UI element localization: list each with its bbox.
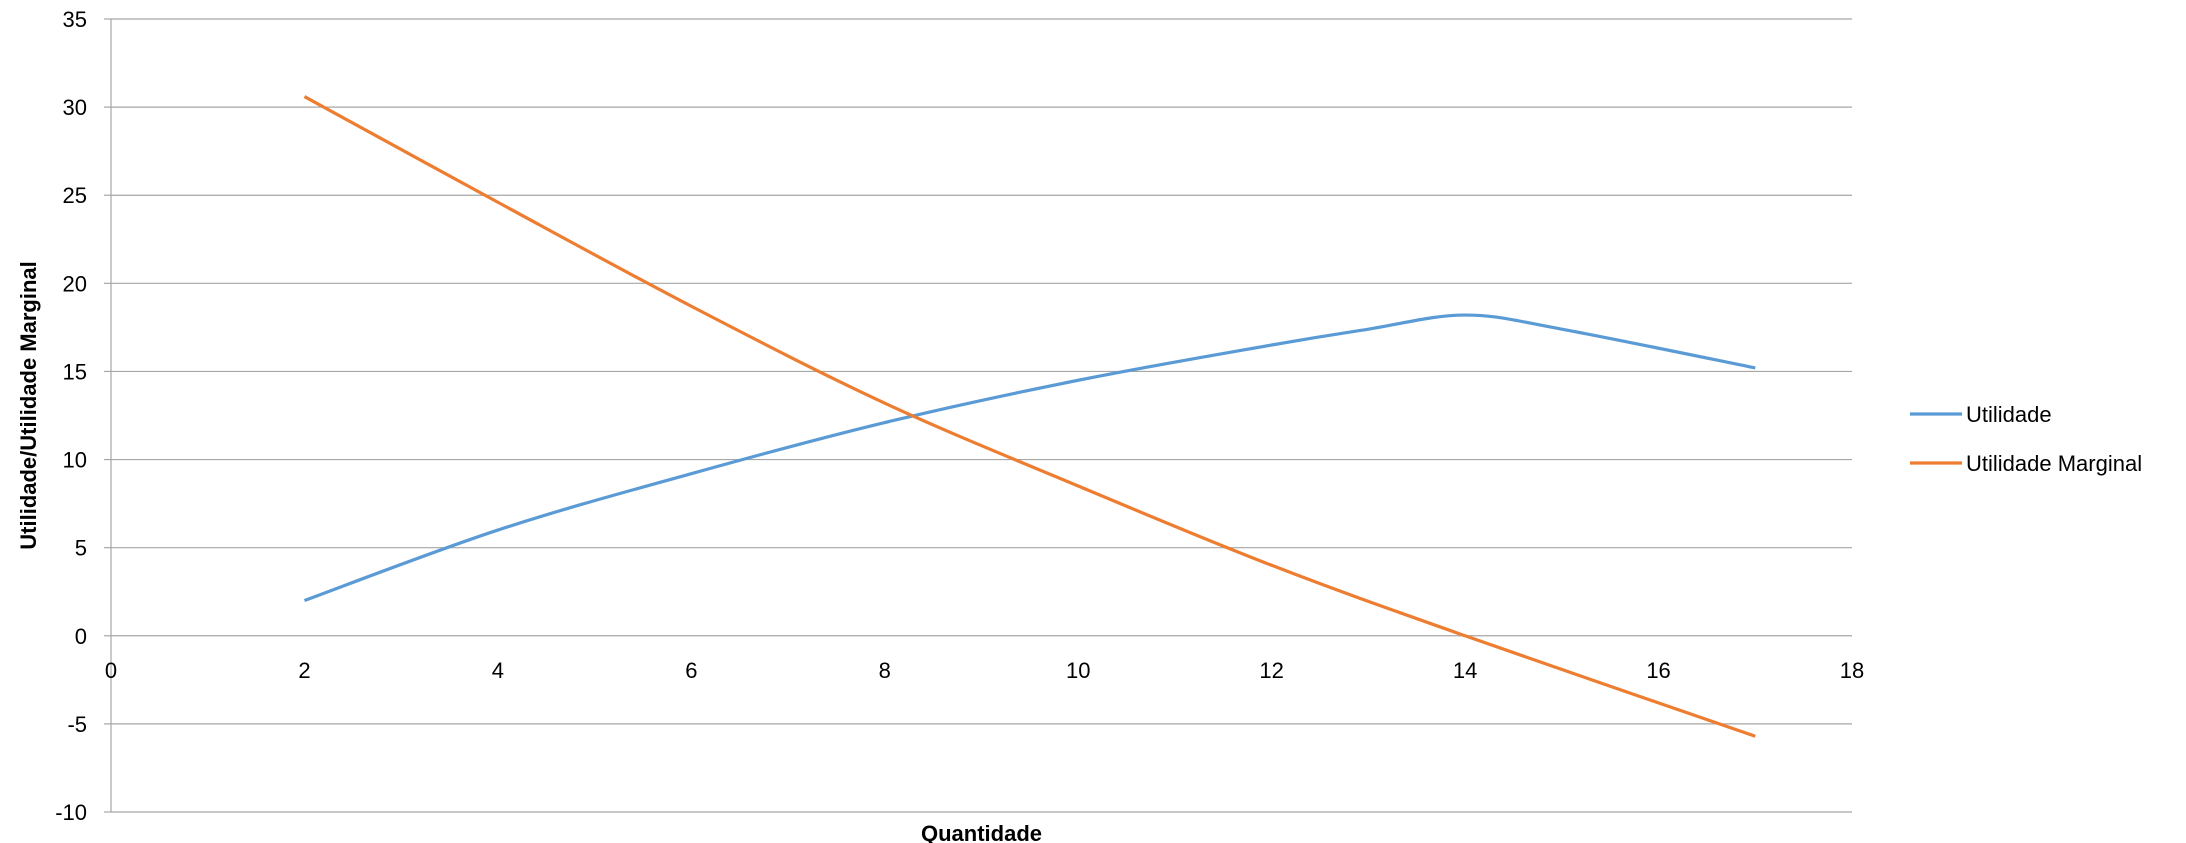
legend-label-utilidade-marginal: Utilidade Marginal (1966, 451, 2142, 476)
y-tick-label: 35 (63, 7, 87, 32)
axes (104, 18, 1852, 813)
y-tick-label: 20 (63, 271, 87, 296)
y-tick-label: 15 (63, 359, 87, 384)
y-tick-label: -5 (67, 712, 87, 737)
x-tick-label: 2 (298, 658, 310, 683)
y-tick-label: 0 (75, 624, 87, 649)
x-tick-label: 8 (879, 658, 891, 683)
series-lines (303, 95, 1756, 738)
y-tick-label: -10 (55, 800, 87, 825)
series-line-utilidade-marginal (303, 95, 1756, 738)
tick-labels: -10 -5 0 5 10 15 20 25 30 35 0 2 4 6 8 10 12 14 16 18 (55, 7, 1864, 825)
x-tick-label: 12 (1259, 658, 1283, 683)
series-line-utilidade (303, 313, 1756, 603)
x-tick-label: 0 (105, 658, 117, 683)
legend: Utilidade Utilidade Marginal (1910, 402, 2142, 476)
x-tick-label: 6 (685, 658, 697, 683)
y-tick-label: 30 (63, 95, 87, 120)
y-tick-label: 5 (75, 536, 87, 561)
x-tick-label: 14 (1453, 658, 1477, 683)
y-tick-label: 10 (63, 448, 87, 473)
y-axis-title: Utilidade/Utilidade Marginal (16, 261, 41, 549)
legend-label-utilidade: Utilidade (1966, 402, 2052, 427)
gridlines (111, 18, 1852, 725)
x-tick-label: 18 (1840, 658, 1864, 683)
x-tick-label: 10 (1066, 658, 1090, 683)
x-tick-label: 16 (1646, 658, 1670, 683)
y-tick-label: 25 (63, 183, 87, 208)
x-tick-label: 4 (492, 658, 504, 683)
x-axis-title: Quantidade (921, 821, 1042, 843)
